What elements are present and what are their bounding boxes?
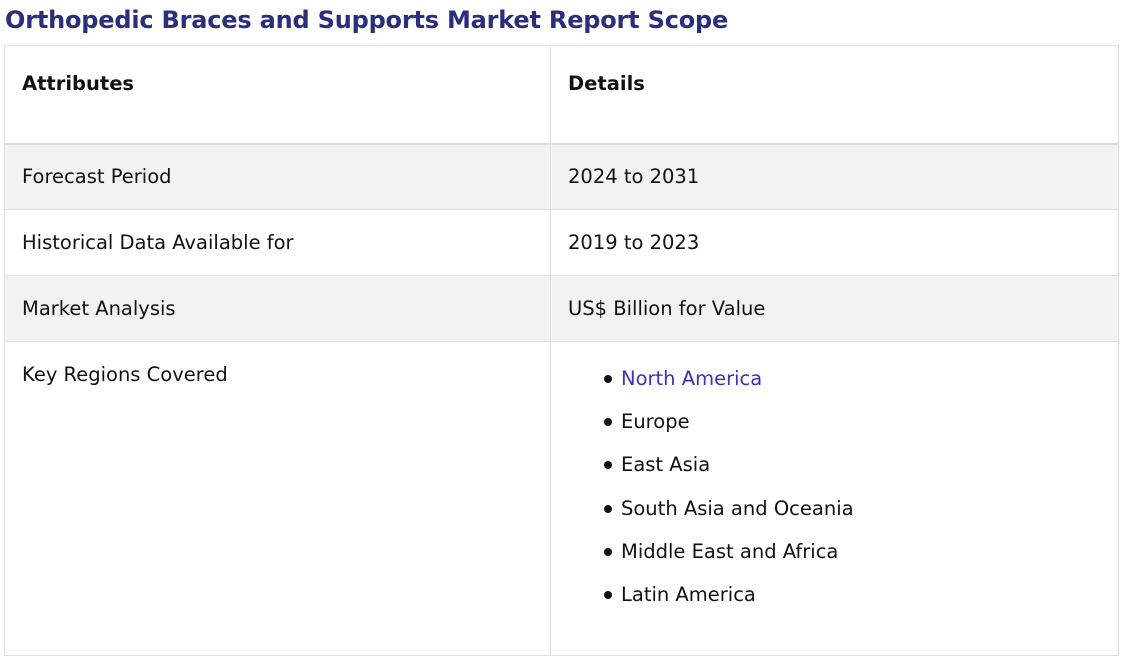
- table-row: Key Regions Covered North America Europe…: [4, 341, 1119, 656]
- region-link-north-america[interactable]: North America: [621, 367, 763, 390]
- table-header-row: Attributes Details: [4, 45, 1119, 145]
- list-item: Europe: [604, 411, 1101, 454]
- region-label: Latin America: [621, 582, 756, 606]
- header-attributes: Attributes: [4, 45, 551, 145]
- bullet-icon: [604, 547, 612, 556]
- list-item: Latin America: [604, 582, 1101, 627]
- region-label: Middle East and Africa: [621, 539, 839, 563]
- report-scope-table: Attributes Details Forecast Period 2024 …: [4, 45, 1119, 656]
- bullet-icon: [604, 590, 612, 599]
- table-row: Historical Data Available for 2019 to 20…: [4, 209, 1119, 276]
- bullet-icon: [604, 375, 612, 383]
- list-item: East Asia: [604, 454, 1101, 497]
- attribute-cell: Forecast Period: [4, 143, 551, 210]
- attribute-cell: Market Analysis: [4, 275, 551, 342]
- header-details: Details: [550, 45, 1119, 145]
- region-label: South Asia and Oceania: [621, 496, 854, 520]
- list-item: South Asia and Oceania: [604, 496, 1101, 541]
- region-list: North America Europe East Asia South Asi…: [568, 363, 1101, 627]
- page-title: Orthopedic Braces and Supports Market Re…: [5, 6, 729, 34]
- list-item: North America: [604, 368, 1101, 411]
- detail-cell: 2019 to 2023: [550, 209, 1119, 276]
- regions-cell: North America Europe East Asia South Asi…: [550, 341, 1119, 656]
- attribute-cell: Historical Data Available for: [4, 209, 551, 276]
- table-row: Forecast Period 2024 to 2031: [4, 143, 1119, 210]
- region-label: East Asia: [621, 453, 711, 477]
- attribute-cell: Key Regions Covered: [4, 341, 551, 656]
- table-row: Market Analysis US$ Billion for Value: [4, 275, 1119, 342]
- bullet-icon: [604, 504, 612, 513]
- list-item: Middle East and Africa: [604, 539, 1101, 584]
- region-label: Europe: [621, 410, 690, 434]
- detail-cell: US$ Billion for Value: [550, 275, 1119, 342]
- detail-cell: 2024 to 2031: [550, 143, 1119, 210]
- bullet-icon: [604, 461, 612, 470]
- bullet-icon: [604, 418, 612, 427]
